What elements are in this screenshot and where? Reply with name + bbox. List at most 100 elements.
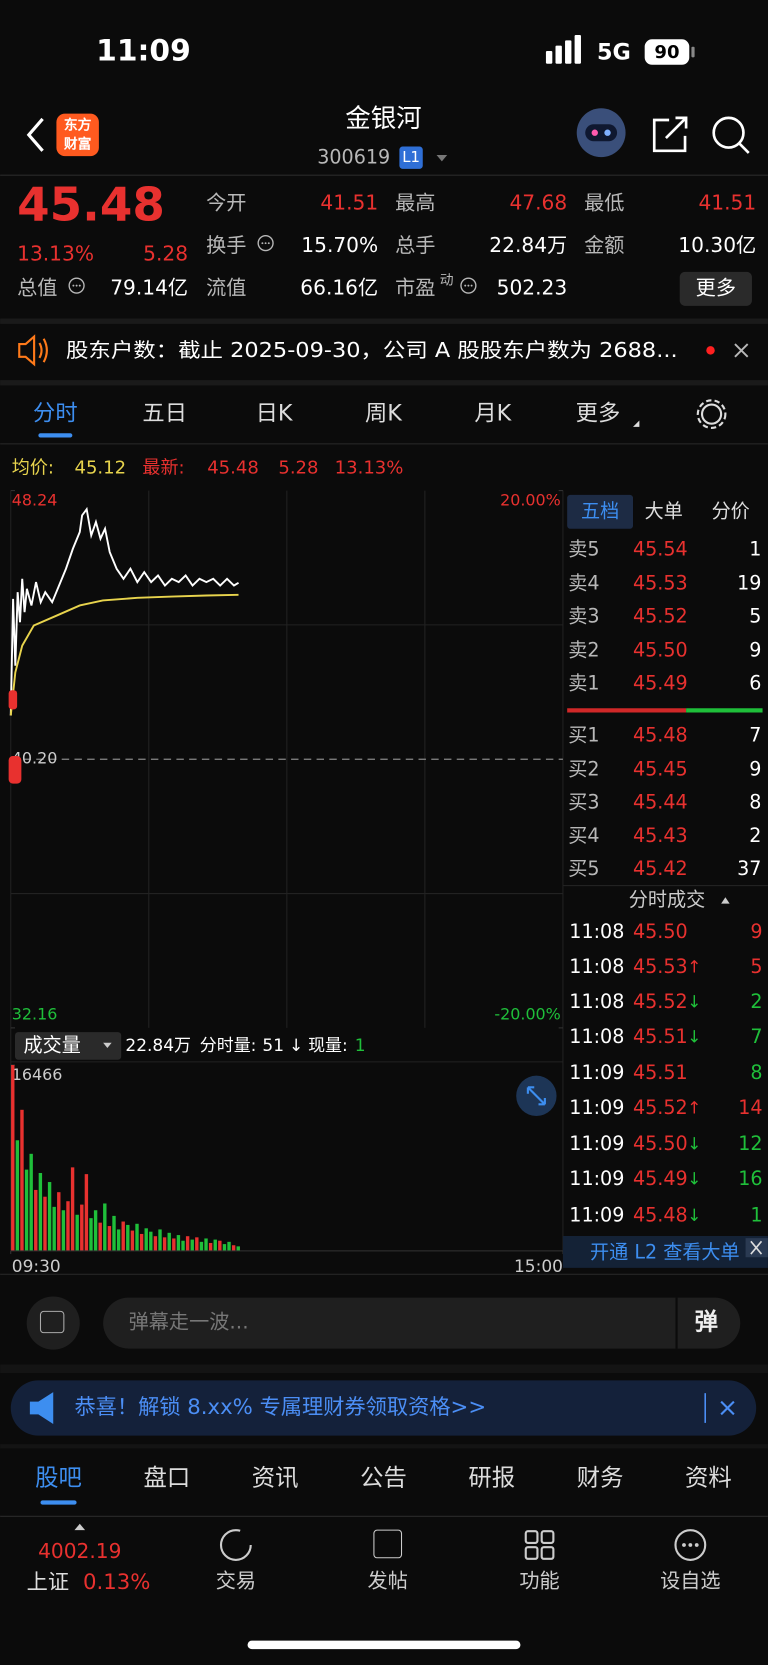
share-icon[interactable] xyxy=(652,116,688,153)
tab-underline xyxy=(38,433,73,438)
index-triangle xyxy=(74,1523,86,1531)
avg-line xyxy=(9,593,239,716)
stat-value: 502.23 xyxy=(497,275,568,299)
logo-text: 财富 xyxy=(64,135,92,152)
volume-bar xyxy=(227,1241,231,1251)
volume-bar xyxy=(172,1238,176,1251)
y-tick-label: 32.16 xyxy=(12,1005,58,1024)
volume-bar xyxy=(103,1203,107,1251)
book-tab[interactable]: 五档 xyxy=(581,499,619,522)
content-tab[interactable]: 公告 xyxy=(360,1464,407,1492)
volume-bar xyxy=(80,1204,84,1251)
content-tab[interactable]: 财务 xyxy=(577,1464,624,1492)
content-tab[interactable]: 资料 xyxy=(685,1464,732,1492)
book-price: 45.43 xyxy=(633,824,688,847)
y2-tick-label: -20.00% xyxy=(494,1005,560,1024)
volume-bar xyxy=(153,1236,158,1251)
content-tab[interactable]: 股吧 xyxy=(35,1464,82,1492)
book-price: 45.42 xyxy=(633,857,688,880)
danmu-send[interactable]: 弹 xyxy=(695,1308,718,1336)
ratio-bar-sell xyxy=(567,708,687,713)
book-volume: 6 xyxy=(749,671,761,694)
minute-volume: 51 xyxy=(262,1036,284,1056)
signal-bar xyxy=(555,45,562,64)
chart-tab[interactable]: 五日 xyxy=(142,401,187,427)
func-icon xyxy=(540,1546,555,1560)
danmu-placeholder: 弹幕走一波... xyxy=(129,1310,249,1334)
volume-bar xyxy=(98,1222,102,1251)
volume-bar xyxy=(231,1245,236,1251)
book-level: 卖2 xyxy=(568,638,599,661)
l2-banner[interactable] xyxy=(562,1236,768,1268)
watch-dot xyxy=(694,1543,699,1547)
index-percent: 0.13% xyxy=(83,1570,150,1595)
book-volume: 37 xyxy=(737,857,761,880)
nav-item[interactable]: 功能 xyxy=(519,1569,559,1593)
chart-tab[interactable]: 月K xyxy=(474,401,512,427)
book-tab[interactable]: 大单 xyxy=(645,499,683,522)
trade-arrow: ↓ xyxy=(687,1135,701,1155)
danmu-input[interactable] xyxy=(103,1297,741,1349)
trade-arrow: ↑ xyxy=(687,957,701,977)
volume-bar xyxy=(112,1215,116,1251)
chart-tab[interactable]: 更多 xyxy=(576,401,621,427)
back-button[interactable] xyxy=(26,117,44,152)
badge xyxy=(399,146,423,169)
search-handle xyxy=(738,142,750,154)
promo-banner[interactable] xyxy=(10,1380,757,1436)
index-value[interactable]: 4002.19 xyxy=(38,1539,121,1563)
promo-close[interactable] xyxy=(720,1400,735,1416)
settings-icon[interactable] xyxy=(700,403,723,425)
stat-label: 今开 xyxy=(206,190,246,214)
volume-bar xyxy=(181,1240,185,1251)
danmu-glyph xyxy=(39,1310,65,1334)
last-value: 45.48 xyxy=(207,457,259,478)
volume-bar xyxy=(107,1226,112,1251)
l2-banner-text: 开通 L2 查看大单 xyxy=(590,1240,740,1263)
volume-bar xyxy=(47,1182,52,1251)
chart-tab[interactable]: 日K xyxy=(256,401,294,427)
more-button[interactable] xyxy=(679,271,752,306)
chart-tab[interactable]: 周K xyxy=(365,401,403,427)
y-tick-label: 40.20 xyxy=(12,749,58,768)
nav-item[interactable]: 交易 xyxy=(216,1569,256,1593)
book-price: 45.45 xyxy=(633,757,688,780)
book-level: 卖5 xyxy=(568,538,599,561)
trade-volume: 9 xyxy=(750,920,762,943)
stat-label: 最低 xyxy=(584,190,624,214)
megaphone-icon xyxy=(29,1392,54,1424)
info-dot xyxy=(470,284,473,287)
volume-bar xyxy=(93,1210,98,1251)
search-icon[interactable] xyxy=(712,116,745,149)
volume-bar xyxy=(158,1229,162,1251)
volume-bar xyxy=(144,1228,148,1251)
watch-dot xyxy=(682,1543,686,1547)
volume-selector[interactable] xyxy=(15,1032,122,1060)
book-volume: 2 xyxy=(749,824,761,847)
content-tab[interactable]: 资讯 xyxy=(252,1464,299,1492)
volume-bar xyxy=(167,1232,171,1251)
book-volume: 9 xyxy=(749,757,761,780)
close-notice[interactable] xyxy=(734,343,749,358)
book-volume: 9 xyxy=(749,638,761,661)
home-indicator xyxy=(247,1640,521,1650)
collapse-triangle xyxy=(721,897,730,904)
nav-item[interactable]: 发帖 xyxy=(368,1569,408,1593)
assistant-eye xyxy=(604,129,611,136)
chart-tab[interactable]: 分时 xyxy=(33,401,78,427)
info-dot xyxy=(467,284,470,287)
content-tab[interactable]: 研报 xyxy=(468,1464,515,1492)
band xyxy=(0,318,768,324)
band xyxy=(0,1364,768,1373)
nav-item[interactable]: 设自选 xyxy=(660,1569,720,1593)
book-price: 45.50 xyxy=(633,638,688,661)
book-tab[interactable]: 分价 xyxy=(712,499,750,522)
volume-bar xyxy=(199,1241,204,1251)
book-price: 45.49 xyxy=(633,671,688,694)
change-value: 5.28 xyxy=(278,457,318,478)
content-tab[interactable]: 盘口 xyxy=(143,1464,190,1492)
badge-text: L1 xyxy=(402,148,420,166)
danmu-icon[interactable] xyxy=(26,1296,80,1350)
